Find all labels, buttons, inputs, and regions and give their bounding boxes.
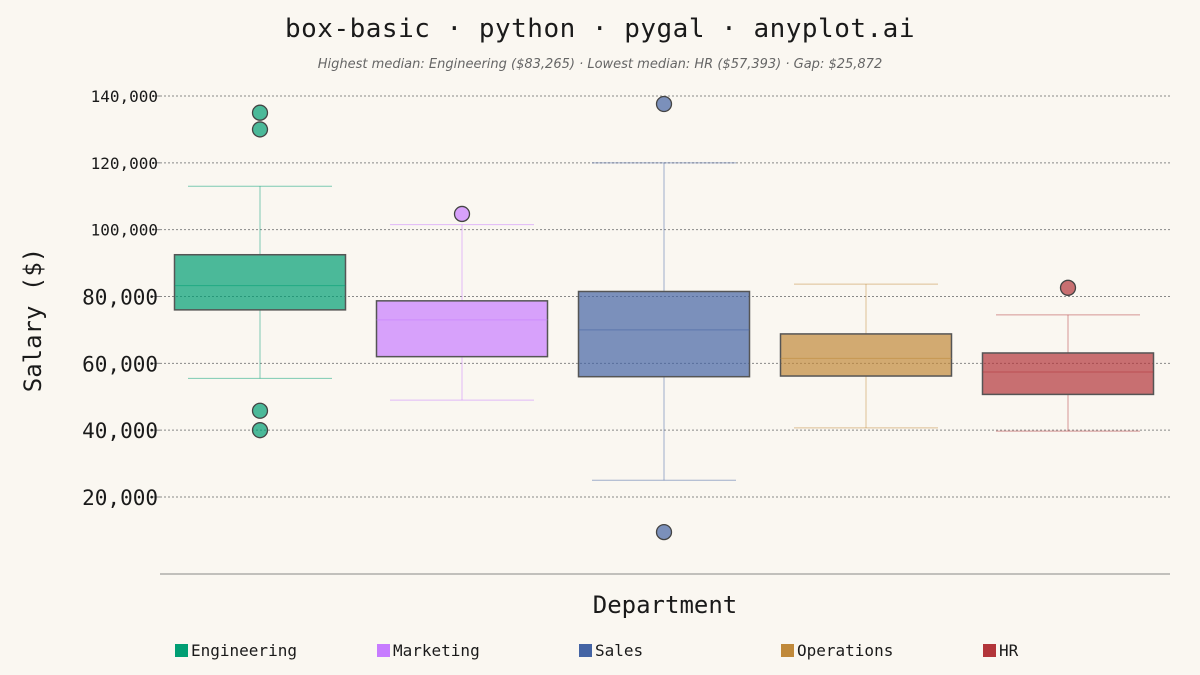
iqr-box bbox=[375, 300, 549, 358]
outlier-point bbox=[251, 121, 269, 138]
legend-label: Engineering bbox=[191, 641, 297, 660]
iqr-box bbox=[779, 333, 953, 377]
x-axis-label: Department bbox=[593, 591, 738, 619]
y-tick-labels: 20,000 40,000 60,000 80,000 100,000 120,000 14… bbox=[82, 87, 158, 510]
outlier-point bbox=[251, 104, 269, 121]
legend-item-marketing: Marketing bbox=[377, 641, 480, 660]
legend-label: Marketing bbox=[393, 641, 480, 660]
legend-item-operations: Operations bbox=[781, 641, 893, 660]
legend-swatch bbox=[983, 644, 996, 657]
outlier-point bbox=[655, 523, 673, 541]
y-tick-label: 80,000 bbox=[82, 286, 158, 310]
y-tick-label: 60,000 bbox=[82, 352, 158, 376]
outlier-point bbox=[251, 422, 269, 439]
legend-swatch bbox=[377, 644, 390, 657]
y-tick-label: 100,000 bbox=[91, 221, 158, 240]
outlier-point bbox=[453, 205, 471, 223]
box-marketing bbox=[375, 205, 549, 401]
box-engineering bbox=[173, 104, 347, 439]
legend-item-hr: HR bbox=[983, 641, 1018, 660]
legend-swatch bbox=[175, 644, 188, 657]
y-tick-label: 140,000 bbox=[91, 87, 158, 106]
legend-label: Sales bbox=[595, 641, 644, 660]
chart-title: box-basic · python · pygal · anyplot.ai bbox=[285, 14, 915, 44]
legend-label: Operations bbox=[797, 641, 894, 660]
box-operations bbox=[779, 283, 953, 429]
box-hr bbox=[981, 279, 1155, 432]
legend-item-engineering: Engineering bbox=[175, 641, 297, 660]
y-tick-label: 20,000 bbox=[82, 486, 158, 510]
iqr-box bbox=[981, 352, 1155, 396]
legend-swatch bbox=[579, 644, 592, 657]
y-tick-label: 40,000 bbox=[82, 419, 158, 443]
chart-subtitle: Highest median: Engineering ($83,265) · … bbox=[317, 57, 883, 72]
outlier-point bbox=[655, 95, 673, 113]
box-sales bbox=[577, 95, 751, 541]
legend-label: HR bbox=[999, 641, 1019, 660]
legend-swatch bbox=[781, 644, 794, 657]
outlier-point bbox=[1059, 279, 1077, 296]
y-tick-label: 120,000 bbox=[91, 154, 158, 173]
box-series bbox=[173, 95, 1155, 541]
outlier-point bbox=[251, 402, 269, 419]
iqr-box bbox=[577, 290, 751, 378]
iqr-box bbox=[173, 253, 347, 311]
legend: Engineering Marketing Sales Operations HR bbox=[0, 641, 1200, 663]
legend-item-sales: Sales bbox=[579, 641, 643, 660]
y-axis-label: Salary ($) bbox=[19, 248, 47, 393]
